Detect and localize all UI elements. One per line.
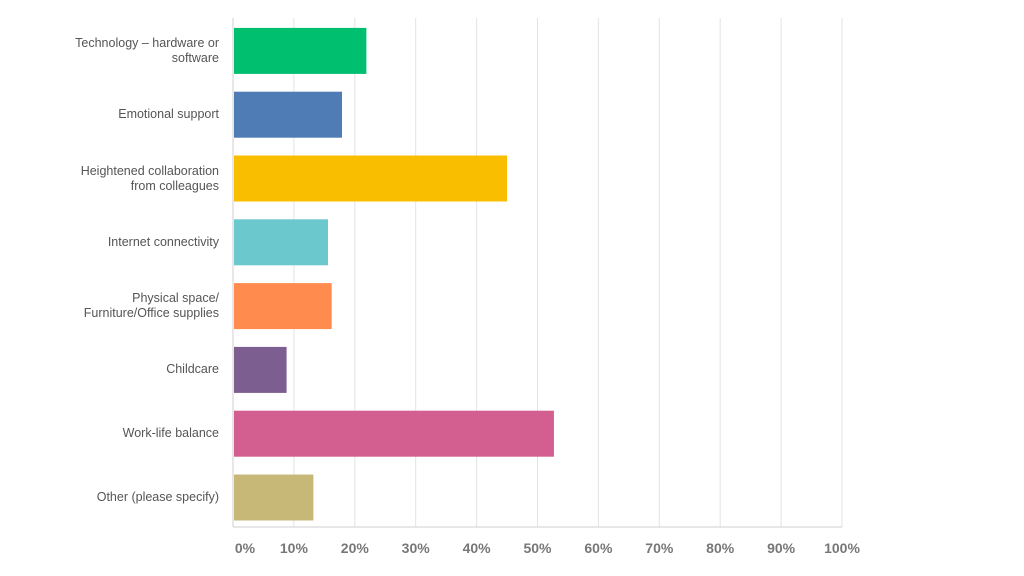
category-label: Internet connectivity bbox=[107, 234, 219, 249]
category-label: Childcare bbox=[166, 362, 219, 377]
bar[interactable] bbox=[234, 474, 314, 521]
bar[interactable] bbox=[234, 346, 287, 393]
category-label: Physical space/ Furniture/Office supplie… bbox=[83, 291, 219, 321]
category-label: Emotional support bbox=[118, 107, 219, 122]
x-tick-label: 30% bbox=[401, 540, 430, 556]
category-label: Heightened collaboration from colleagues bbox=[80, 163, 219, 193]
x-tick-label: 40% bbox=[462, 540, 491, 556]
x-tick-label: 0% bbox=[234, 540, 256, 556]
x-tick-label: 20% bbox=[340, 540, 369, 556]
x-tick-label: 90% bbox=[767, 540, 796, 556]
x-tick-label: 80% bbox=[706, 540, 735, 556]
x-tick-label: 50% bbox=[523, 540, 552, 556]
bar[interactable] bbox=[234, 27, 367, 74]
category-label: Other (please specify) bbox=[96, 490, 219, 504]
x-tick-label: 10% bbox=[279, 540, 308, 556]
bar[interactable] bbox=[234, 283, 332, 330]
bar[interactable] bbox=[234, 155, 508, 202]
x-tick-label: 100% bbox=[824, 540, 860, 556]
category-label: Work-life balance bbox=[122, 426, 219, 441]
category-label: Technology – hardware or software bbox=[75, 35, 219, 65]
x-tick-label: 60% bbox=[584, 540, 613, 556]
bar[interactable] bbox=[234, 410, 554, 457]
bar[interactable] bbox=[234, 91, 343, 138]
bar[interactable] bbox=[234, 219, 329, 266]
x-tick-label: 70% bbox=[645, 540, 674, 556]
